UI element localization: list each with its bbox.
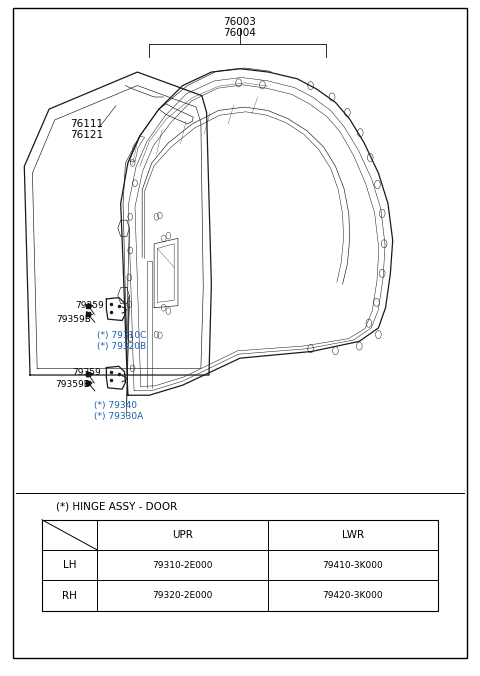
- Text: (*) HINGE ASSY - DOOR: (*) HINGE ASSY - DOOR: [56, 502, 178, 511]
- Text: 79359: 79359: [72, 368, 101, 377]
- Text: (*) 79310C: (*) 79310C: [97, 331, 146, 341]
- Text: 79410-3K000: 79410-3K000: [323, 560, 383, 570]
- Text: 79359: 79359: [75, 301, 104, 310]
- Text: LH: LH: [63, 560, 76, 571]
- Text: 79310-2E000: 79310-2E000: [152, 560, 213, 570]
- Text: UPR: UPR: [172, 530, 193, 540]
- Text: (*) 79320B: (*) 79320B: [97, 342, 146, 352]
- Text: 79420-3K000: 79420-3K000: [323, 591, 383, 600]
- Text: 79359B: 79359B: [56, 315, 91, 324]
- Text: (*) 79330A: (*) 79330A: [95, 412, 144, 421]
- Bar: [42, 520, 438, 610]
- Text: 79320-2E000: 79320-2E000: [152, 591, 213, 600]
- Text: RH: RH: [62, 591, 77, 600]
- Text: 76111
76121: 76111 76121: [71, 118, 104, 140]
- Text: 79359B: 79359B: [55, 380, 90, 389]
- Text: 76003
76004: 76003 76004: [224, 17, 256, 39]
- Text: LWR: LWR: [342, 530, 364, 540]
- Text: (*) 79340: (*) 79340: [95, 402, 137, 410]
